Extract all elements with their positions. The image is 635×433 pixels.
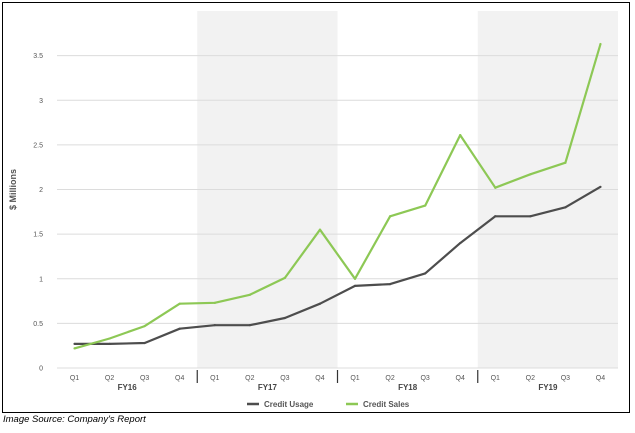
x-tick-label: Q2	[245, 375, 254, 382]
y-axis-ticks: 0 0.5 1 1.5 2 2.5 3 3.5	[33, 53, 43, 372]
fiscal-year-label: FY16	[118, 383, 138, 392]
x-tick-label: Q1	[491, 375, 500, 382]
gridlines	[57, 55, 618, 369]
data-point	[283, 276, 287, 279]
data-point	[178, 327, 181, 330]
data-point	[599, 185, 602, 188]
series-lines	[73, 42, 602, 350]
x-tick-label: Q1	[350, 375, 359, 382]
data-point	[73, 347, 76, 350]
data-point	[143, 341, 146, 345]
y-tick-label: 2.5	[33, 142, 43, 149]
x-tick-label: Q3	[561, 375, 570, 382]
data-point	[459, 241, 462, 245]
y-tick-label: 3	[39, 98, 43, 105]
x-tick-label: Q4	[315, 375, 324, 382]
series-line-credit-sales	[74, 43, 602, 350]
data-point	[108, 342, 111, 346]
x-tick-label: Q3	[420, 375, 429, 382]
y-tick-label: 1.5	[33, 232, 43, 239]
y-tick-label: 2	[39, 187, 43, 194]
data-point	[388, 215, 392, 218]
data-point	[283, 316, 287, 320]
data-point	[564, 161, 567, 164]
x-axis: Q1 Q2 Q3 Q4 Q1 Q2 Q3 Q4 Q1 Q2 Q3 Q4 Q1 Q2 Q3 Q4 FY16 FY17…	[70, 370, 605, 392]
data-point	[248, 293, 251, 296]
data-point	[353, 277, 357, 280]
data-point	[108, 337, 111, 340]
legend-label: Credit Sales	[363, 400, 410, 409]
x-tick-label: Q1	[210, 375, 219, 382]
fiscal-year-label: FY17	[258, 383, 278, 392]
fiscal-year-label: FY19	[538, 383, 558, 392]
x-tick-label: Q1	[70, 375, 79, 382]
y-tick-label: 0	[39, 366, 43, 373]
data-point	[459, 133, 462, 137]
data-point	[318, 302, 322, 305]
data-point	[143, 324, 146, 328]
x-tick-label: Q4	[175, 375, 184, 382]
y-tick-label: 3.5	[33, 53, 43, 60]
y-axis-title: $ Millions	[8, 169, 18, 210]
data-point	[213, 324, 216, 327]
x-tick-label: Q4	[596, 375, 605, 382]
x-tick-label: Q2	[385, 375, 394, 382]
data-point	[353, 284, 357, 287]
line-chart: 0 0.5 1 1.5 2 2.5 3 3.5 $ Millions Q1 Q2 Q3 Q4 Q1 Q2…	[8, 11, 618, 409]
x-tick-label: Q2	[105, 375, 114, 382]
data-point	[73, 342, 76, 346]
data-point	[599, 42, 602, 46]
fiscal-year-label: FY18	[398, 383, 418, 392]
x-tick-label: Q2	[526, 375, 535, 382]
data-point	[424, 204, 427, 207]
data-point	[564, 206, 567, 209]
data-point	[424, 272, 427, 275]
x-tick-label: Q3	[140, 375, 149, 382]
legend-label: Credit Usage	[264, 400, 314, 409]
y-tick-label: 1	[39, 276, 43, 283]
data-point	[178, 302, 181, 305]
data-point	[388, 283, 392, 286]
data-point	[494, 186, 497, 189]
chart-frame: 0 0.5 1 1.5 2 2.5 3 3.5 $ Millions Q1 Q2 Q3 Q4 Q1 Q2…	[2, 2, 630, 413]
data-point	[529, 173, 532, 176]
source-caption: Image Source: Company's Report	[3, 414, 146, 425]
y-tick-label: 0.5	[33, 321, 43, 328]
data-point	[529, 215, 532, 218]
legend: Credit Usage Credit Sales	[247, 400, 410, 409]
data-point	[248, 324, 251, 327]
data-point	[213, 301, 216, 304]
data-point	[318, 228, 322, 231]
data-point	[494, 215, 497, 218]
x-tick-label: Q4	[456, 375, 465, 382]
series-line-credit-usage	[74, 185, 602, 345]
x-tick-label: Q3	[280, 375, 289, 382]
